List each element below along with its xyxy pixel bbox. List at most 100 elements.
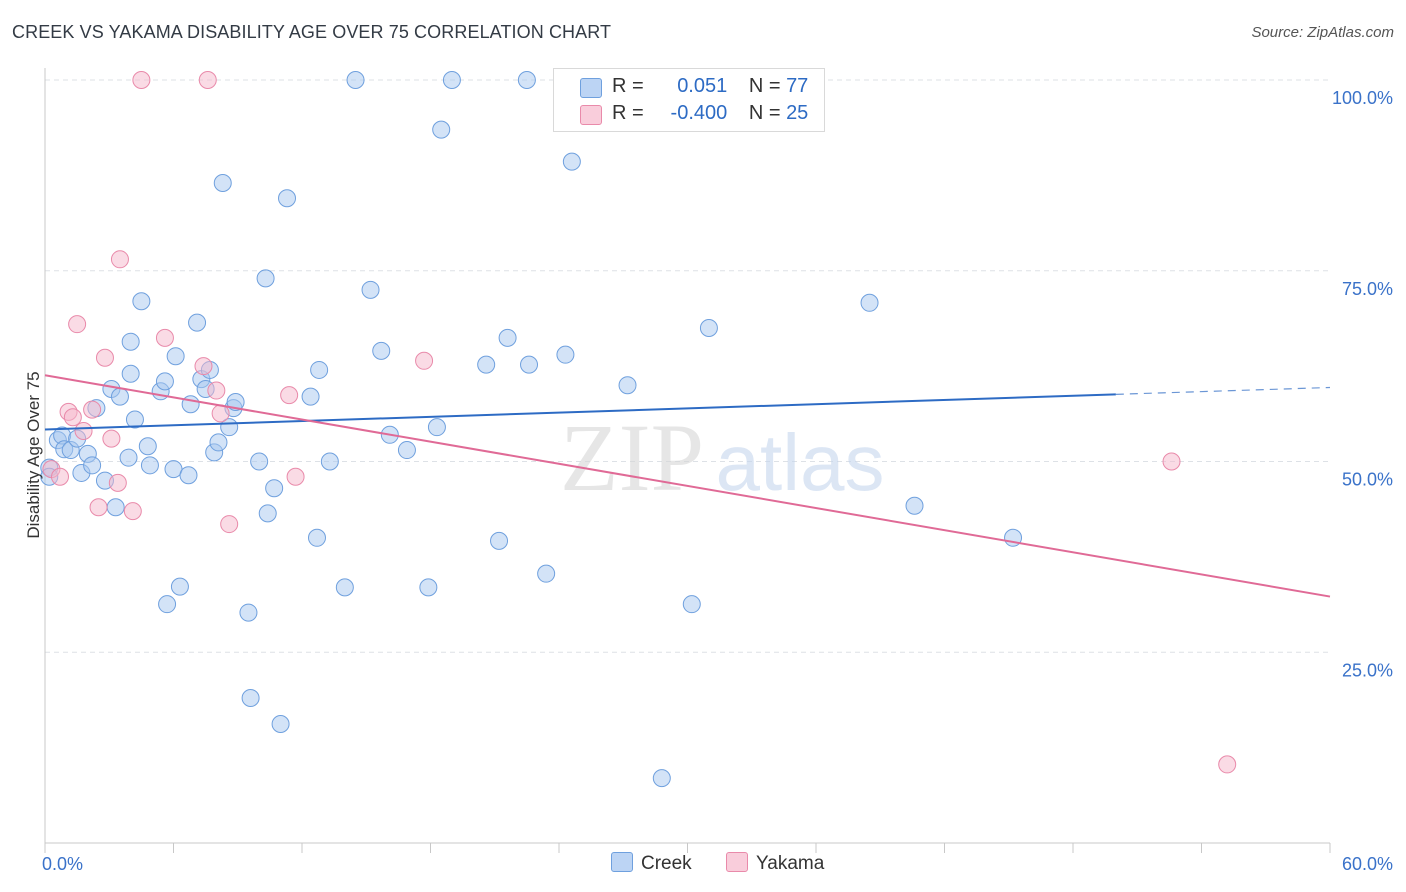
creek-point bbox=[119, 448, 138, 467]
creek-point bbox=[121, 364, 140, 383]
creek-point bbox=[158, 595, 177, 614]
yakama-point bbox=[155, 328, 174, 347]
creek-point bbox=[209, 433, 228, 452]
creek-point bbox=[905, 496, 924, 515]
yakama-point bbox=[74, 421, 93, 440]
creek-point bbox=[166, 347, 185, 366]
yakama-point bbox=[280, 386, 299, 405]
creek-point bbox=[361, 280, 380, 299]
creek-r-label: R = bbox=[612, 75, 644, 97]
creek-point bbox=[226, 392, 245, 411]
creek-point bbox=[241, 689, 260, 708]
creek-point bbox=[335, 578, 354, 597]
yakama-point bbox=[220, 515, 239, 534]
creek-point bbox=[346, 71, 365, 89]
legend-creek-label: Creek bbox=[641, 853, 692, 874]
creek-point bbox=[490, 531, 509, 550]
creek-point bbox=[140, 456, 159, 475]
creek-point bbox=[320, 452, 339, 471]
y-tick-label: 75.0% bbox=[1342, 279, 1393, 299]
creek-point bbox=[271, 714, 290, 733]
yakama-point bbox=[68, 315, 87, 334]
creek-point bbox=[265, 479, 284, 498]
yakama-point bbox=[89, 498, 108, 517]
creek-point bbox=[419, 578, 438, 597]
y-tick-label: 100.0% bbox=[1332, 88, 1393, 108]
creek-point bbox=[307, 528, 326, 547]
creek-point bbox=[258, 504, 277, 523]
creek-n-value: 77 bbox=[786, 75, 809, 97]
creek-point bbox=[121, 332, 140, 351]
creek-point bbox=[427, 418, 446, 437]
creek-swatch bbox=[580, 78, 602, 98]
yakama-point bbox=[50, 467, 69, 486]
chart-source: Source: ZipAtlas.com bbox=[1251, 24, 1394, 41]
yakama-point bbox=[415, 351, 434, 370]
yakama-swatch bbox=[580, 105, 602, 125]
yakama-point bbox=[108, 473, 127, 492]
yakama-point bbox=[83, 400, 102, 419]
creek-point bbox=[520, 355, 539, 374]
x-tick-label: 0.0% bbox=[42, 854, 83, 874]
legend-creek-swatch bbox=[611, 852, 633, 872]
creek-trend-line bbox=[44, 393, 1116, 431]
creek-point bbox=[110, 387, 129, 406]
creek-r-value: 0.051 bbox=[677, 75, 728, 97]
creek-point bbox=[562, 152, 581, 171]
legend-item-creek: Creek bbox=[611, 852, 692, 875]
creek-point bbox=[372, 341, 391, 360]
creek-point bbox=[278, 189, 297, 208]
creek-point bbox=[170, 577, 189, 596]
y-axis-label: Disability Age Over 75 bbox=[24, 371, 43, 539]
yakama-point bbox=[123, 502, 142, 521]
chart-title: CREEK VS YAKAMA DISABILITY AGE OVER 75 C… bbox=[12, 22, 612, 42]
creek-point bbox=[132, 292, 151, 311]
creek-point bbox=[682, 595, 701, 614]
watermark-zip: ZIP bbox=[560, 404, 704, 511]
creek-point bbox=[138, 437, 157, 456]
creek-point bbox=[397, 441, 416, 460]
yakama-point bbox=[63, 408, 82, 427]
creek-point bbox=[618, 376, 637, 395]
yakama-point bbox=[194, 357, 213, 376]
legend-yakama-swatch bbox=[726, 852, 748, 872]
yakama-r-label: R = bbox=[612, 102, 644, 124]
creek-point bbox=[860, 293, 879, 312]
yakama-n-label: N = bbox=[748, 102, 781, 124]
creek-point bbox=[301, 387, 320, 406]
creek-point bbox=[164, 460, 183, 479]
yakama-point bbox=[102, 429, 121, 448]
creek-point bbox=[537, 564, 556, 583]
y-tick-label: 25.0% bbox=[1342, 660, 1393, 680]
creek-point bbox=[125, 410, 144, 429]
creek-point bbox=[432, 120, 451, 139]
yakama-point bbox=[198, 71, 217, 89]
creek-point bbox=[517, 71, 536, 89]
yakama-point bbox=[110, 250, 129, 269]
yakama-point bbox=[95, 348, 114, 367]
watermark-atlas: atlas bbox=[716, 418, 885, 507]
creek-point bbox=[155, 372, 174, 391]
x-tick-label: 60.0% bbox=[1342, 854, 1393, 874]
creek-point bbox=[256, 269, 275, 288]
creek-point bbox=[83, 456, 102, 475]
yakama-point bbox=[286, 467, 305, 486]
yakama-n-value: 25 bbox=[786, 102, 809, 124]
creek-point bbox=[498, 328, 517, 347]
creek-trend-extension bbox=[1115, 386, 1331, 395]
legend-item-yakama: Yakama bbox=[726, 852, 824, 875]
yakama-point bbox=[1218, 755, 1237, 774]
creek-point bbox=[442, 71, 461, 89]
creek-point bbox=[652, 769, 671, 788]
creek-n-label: N = bbox=[748, 75, 781, 97]
yakama-point bbox=[207, 381, 226, 400]
creek-point bbox=[477, 355, 496, 374]
creek-point bbox=[310, 360, 329, 379]
creek-point bbox=[699, 318, 718, 337]
creek-point bbox=[250, 452, 269, 471]
creek-point bbox=[556, 345, 575, 364]
yakama-point bbox=[1162, 452, 1181, 471]
yakama-point bbox=[132, 71, 151, 89]
y-tick-label: 50.0% bbox=[1342, 470, 1393, 490]
